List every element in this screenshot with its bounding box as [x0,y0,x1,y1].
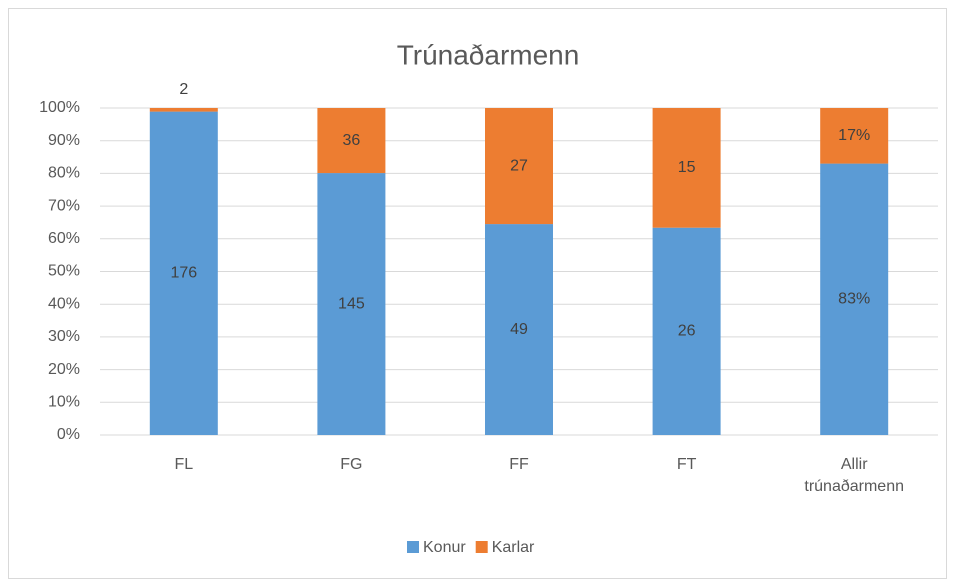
chart-title: Trúnaðarmenn [397,39,580,70]
y-tick-label: 50% [48,263,80,280]
y-tick-label: 80% [48,165,80,182]
data-label: 49 [510,321,528,338]
y-tick-label: 60% [48,230,80,247]
bar-segment [820,163,889,435]
y-tick-label: 90% [48,132,80,149]
data-label: 17% [838,127,870,144]
bar-segment [317,108,386,174]
x-tick-label: FT [677,456,697,473]
y-tick-label: 30% [48,328,80,345]
data-label: 26 [678,323,696,340]
legend-swatch [475,541,488,553]
x-tick-label: FF [509,456,529,473]
legend-label: Konur [423,539,466,556]
y-tick-label: 40% [48,295,80,312]
y-tick-label: 20% [48,361,80,378]
x-tick-label-line: trúnaðarmenn [804,478,904,495]
data-label: 176 [170,265,197,282]
data-label: 2 [179,81,188,98]
x-tick-label: FG [340,456,362,473]
bar-segment [149,111,218,436]
y-tick-label: 10% [48,394,80,411]
bar-segment [820,108,889,164]
legend-swatch [407,541,419,553]
legend-label: Karlar [492,539,535,556]
x-tick-label: FL [174,456,193,473]
data-label: 27 [510,157,528,174]
data-label: 145 [338,295,365,312]
bar-segment [652,227,721,435]
bar-segment [652,108,721,228]
bar-segment [485,108,553,225]
data-label: 83% [838,291,870,308]
bar-segment [149,108,218,112]
data-label: 36 [343,132,361,149]
y-tick-label: 70% [48,197,80,214]
x-tick-label-line: Allir [841,456,868,473]
bar-segment [485,224,553,435]
bar-segment [317,173,386,435]
data-label: 15 [678,159,696,176]
y-tick-label: 0% [57,426,80,443]
x-tick-label: Allir trúnaðarmenn [804,456,904,495]
y-tick-label: 100% [39,99,80,116]
